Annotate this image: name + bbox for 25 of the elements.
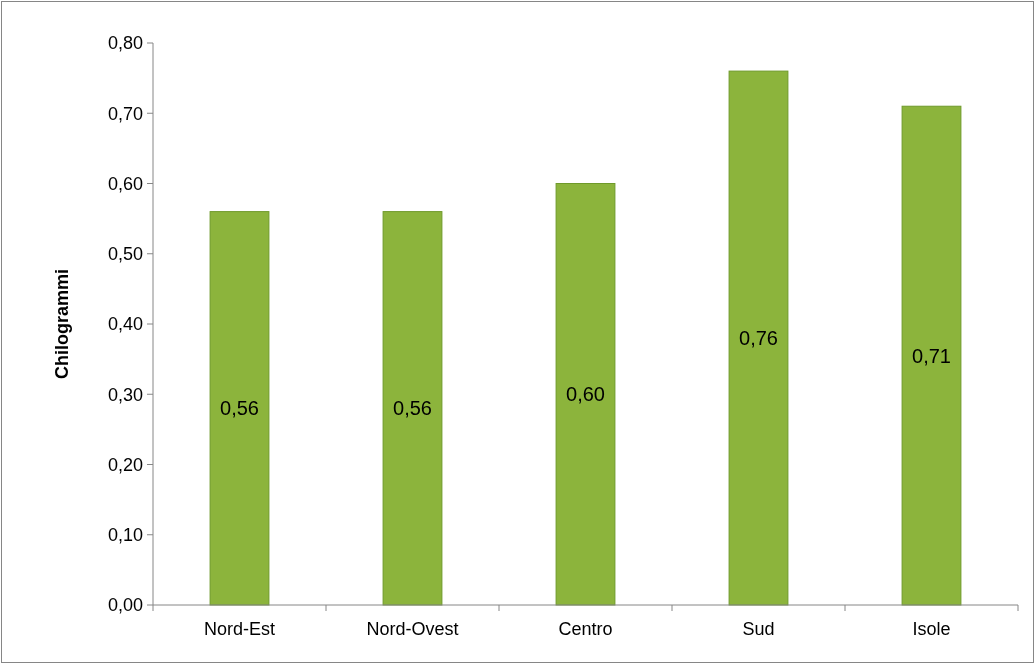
bar	[382, 211, 443, 606]
y-tick-label: 0,80	[107, 33, 143, 54]
x-tick-label: Nord-Ovest	[366, 619, 459, 639]
x-tick-label: Nord-Est	[203, 619, 276, 639]
data-label: 0,71	[912, 344, 951, 367]
data-label: 0,56	[220, 397, 259, 420]
y-tick-label: 0,60	[107, 173, 143, 194]
data-label: 0,76	[739, 327, 778, 350]
y-tick-label: 0,40	[107, 314, 143, 335]
x-tick-label: Sud	[742, 619, 775, 639]
data-label: 0,60	[566, 383, 605, 406]
y-tick-label: 0,10	[107, 525, 143, 546]
y-axis-title: Chilogrammi	[52, 268, 72, 380]
data-label: 0,56	[393, 397, 432, 420]
bar	[209, 211, 270, 606]
y-tick-label: 0,50	[107, 244, 143, 265]
x-tick-label: Centro	[558, 619, 613, 639]
y-tick-label: 0,20	[107, 454, 143, 475]
y-tick-label: 0,30	[107, 384, 143, 405]
y-tick-label: 0,00	[107, 595, 143, 616]
bar	[555, 183, 616, 606]
bar	[728, 70, 789, 606]
x-tick-label: Isole	[912, 619, 951, 639]
bar	[901, 105, 962, 606]
y-tick-label: 0,70	[107, 103, 143, 124]
